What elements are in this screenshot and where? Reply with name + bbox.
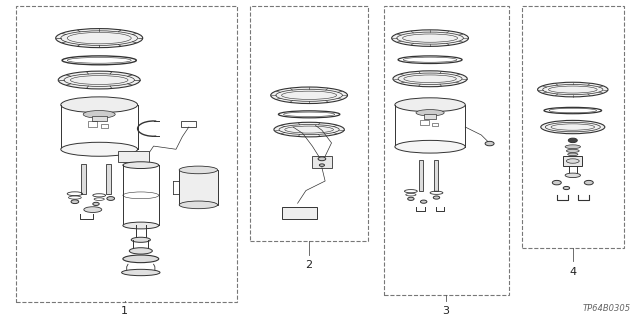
Ellipse shape [395,140,465,153]
Bar [179,170,218,205]
Bar [282,207,317,219]
Ellipse shape [131,237,150,242]
Ellipse shape [568,153,578,156]
Circle shape [433,196,440,199]
Circle shape [584,181,593,185]
Circle shape [93,202,99,205]
Bar [563,156,582,166]
Text: 3: 3 [443,307,449,316]
Circle shape [408,197,414,200]
Bar [81,164,86,194]
Bar [106,164,111,194]
Circle shape [563,186,570,189]
Ellipse shape [129,248,152,254]
Bar [101,124,108,128]
Circle shape [552,181,561,185]
Bar [522,6,624,248]
Ellipse shape [61,142,138,156]
Bar [419,160,423,191]
Bar [384,6,509,295]
Circle shape [420,200,427,203]
Ellipse shape [416,109,444,116]
Ellipse shape [565,173,580,178]
Ellipse shape [123,162,159,168]
Ellipse shape [566,149,579,152]
Ellipse shape [271,87,348,104]
Ellipse shape [395,98,465,112]
Text: 1: 1 [122,307,128,316]
Bar [434,160,438,191]
Ellipse shape [56,29,143,48]
Ellipse shape [393,71,467,87]
Bar [92,115,107,121]
Bar [312,156,332,168]
Ellipse shape [83,110,115,118]
Ellipse shape [84,207,102,212]
Ellipse shape [58,71,140,89]
Circle shape [568,138,577,143]
Bar [250,6,368,241]
Ellipse shape [122,269,160,276]
Text: TP64B0305: TP64B0305 [582,304,630,313]
Bar [420,120,429,125]
Circle shape [319,164,324,167]
Text: 2: 2 [305,260,313,271]
Ellipse shape [565,145,580,149]
Ellipse shape [274,122,344,137]
Bar [16,6,237,302]
Circle shape [485,141,494,146]
Bar [118,151,149,162]
Ellipse shape [179,201,218,209]
Circle shape [107,197,115,200]
Ellipse shape [541,120,605,134]
Ellipse shape [392,30,468,46]
Ellipse shape [179,166,218,174]
Ellipse shape [538,82,608,97]
Text: 4: 4 [569,267,577,277]
Ellipse shape [123,222,159,229]
Bar [432,123,438,126]
Ellipse shape [61,97,138,113]
Bar [181,121,196,127]
Bar [424,114,436,119]
Circle shape [318,157,326,161]
Bar [88,121,97,127]
Ellipse shape [566,159,579,163]
Ellipse shape [123,255,159,263]
Circle shape [71,200,79,204]
